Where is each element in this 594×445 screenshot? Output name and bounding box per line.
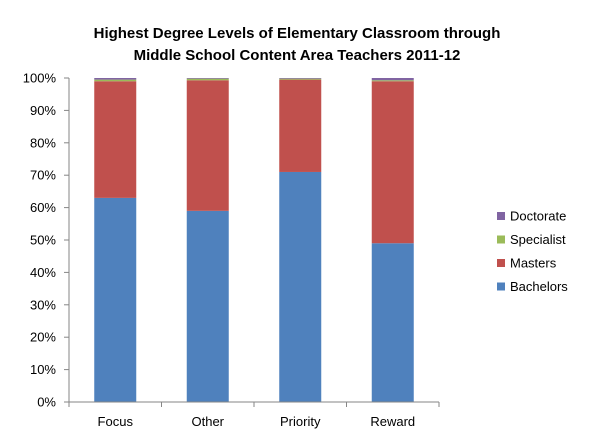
- bar-bachelors-other: [186, 210, 229, 402]
- x-axis-tick-labels: Focus Other Priority Reward: [98, 414, 416, 429]
- bar-doctorate-other: [186, 78, 229, 79]
- bar-masters-priority: [279, 79, 322, 172]
- legend-label-specialist: Specialist: [510, 232, 566, 247]
- axes: [64, 77, 440, 407]
- legend-swatch-masters: [497, 259, 505, 267]
- y-tick-label: 10%: [30, 362, 56, 377]
- bar-doctorate-reward: [371, 78, 414, 81]
- legend-swatch-doctorate: [497, 212, 505, 220]
- y-tick-label: 30%: [30, 297, 56, 312]
- legend: Doctorate Specialist Masters Bachelors: [497, 209, 568, 294]
- bar-specialist-other: [186, 78, 229, 81]
- legend-label-masters: Masters: [510, 256, 557, 271]
- y-tick-label: 0%: [37, 395, 56, 410]
- y-tick-label: 50%: [30, 233, 56, 248]
- x-tick-label: Reward: [370, 414, 415, 429]
- y-axis-tick-labels: 0% 10% 20% 30% 40% 50% 60% 70% 80% 90% 100%: [23, 71, 57, 410]
- y-tick-label: 40%: [30, 265, 56, 280]
- y-tick-label: 20%: [30, 330, 56, 345]
- x-tick-label: Other: [191, 414, 224, 429]
- x-tick-label: Focus: [98, 414, 134, 429]
- bar-masters-other: [186, 80, 229, 211]
- bar-masters-focus: [94, 81, 137, 198]
- bars: [94, 78, 414, 402]
- chart-title-line-2: Middle School Content Area Teachers 2011…: [134, 47, 461, 64]
- y-tick-label: 90%: [30, 103, 56, 118]
- legend-label-bachelors: Bachelors: [510, 279, 568, 294]
- y-tick-label: 100%: [23, 71, 57, 86]
- bar-bachelors-reward: [371, 243, 414, 402]
- y-tick-label: 60%: [30, 200, 56, 215]
- bar-bachelors-priority: [279, 171, 322, 402]
- y-tick-label: 80%: [30, 135, 56, 150]
- legend-label-doctorate: Doctorate: [510, 209, 566, 224]
- bar-specialist-priority: [279, 78, 322, 80]
- bar-masters-reward: [371, 81, 414, 244]
- x-tick-label: Priority: [280, 414, 321, 429]
- chart-title-line-1: Highest Degree Levels of Elementary Clas…: [94, 25, 501, 42]
- y-tick-label: 70%: [30, 168, 56, 183]
- bar-doctorate-focus: [94, 78, 137, 80]
- bar-specialist-reward: [371, 80, 414, 82]
- bar-doctorate-priority: [279, 78, 322, 79]
- bar-specialist-focus: [94, 79, 137, 82]
- legend-swatch-bachelors: [497, 282, 505, 291]
- legend-swatch-specialist: [497, 235, 505, 244]
- bar-bachelors-focus: [94, 197, 137, 402]
